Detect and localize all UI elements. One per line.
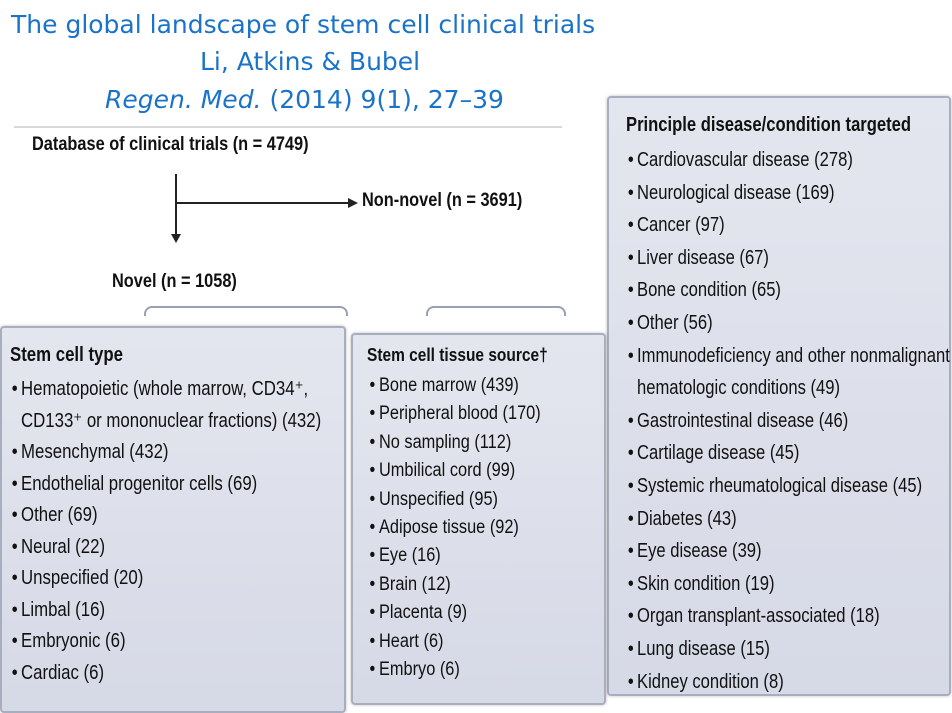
list-item: Liver disease (67): [628, 242, 950, 275]
arrow-right-icon: [348, 198, 358, 208]
list-item: Other (69): [12, 500, 321, 532]
list-item: Embryo (6): [370, 656, 541, 685]
list-item: Bone condition (65): [628, 274, 950, 307]
list-item: No sampling (112): [370, 429, 541, 458]
list-item: Peripheral blood (170): [370, 400, 541, 429]
stem-cell-type-list: Hematopoietic (whole marrow, CD34⁺, CD13…: [12, 374, 378, 690]
list-item: Cardiovascular disease (278): [628, 144, 950, 177]
citation-details: (2014) 9(1), 27–39: [261, 85, 504, 114]
disease-list: Cardiovascular disease (278) Neurologica…: [628, 144, 952, 699]
citation: Regen. Med. (2014) 9(1), 27–39: [105, 83, 504, 117]
panel-heading: Stem cell tissue source†: [367, 345, 548, 365]
list-item: Adipose tissue (92): [370, 514, 541, 543]
non-novel-node: Non-novel (n = 3691): [362, 190, 523, 211]
list-item: Bone marrow (439): [370, 372, 541, 401]
list-item: Mesenchymal (432): [12, 437, 321, 469]
list-item: Gastrointestinal disease (46): [628, 405, 950, 438]
list-item-continuation: hematologic conditions (49): [637, 377, 841, 400]
tissue-source-panel: Stem cell tissue source† Bone marrow (43…: [351, 333, 606, 705]
list-item: Organ transplant-associated (18): [628, 600, 950, 633]
novel-node: Novel (n = 1058): [112, 271, 237, 292]
list-item: Lung disease (15): [628, 633, 950, 666]
list-item: Skin condition (19): [628, 568, 950, 601]
flow-connector-vertical: [175, 174, 177, 236]
arrow-down-icon: [171, 234, 181, 243]
authors: Li, Atkins & Bubel: [200, 47, 421, 76]
disease-panel: Principle disease/condition targeted Car…: [607, 96, 952, 699]
list-item: Heart (6): [370, 628, 541, 657]
list-item: Hematopoietic (whole marrow, CD34⁺,: [12, 374, 321, 406]
list-item: Neurological disease (169): [628, 177, 950, 210]
list-item: Placenta (9): [370, 599, 541, 628]
journal-name: Regen. Med.: [105, 85, 262, 114]
flow-branch-right: [426, 306, 566, 316]
list-item: Neural (22): [12, 532, 321, 564]
list-item-continuation: CD133⁺ or mononuclear fractions) (432): [21, 409, 322, 432]
list-item: Unspecified (20): [12, 563, 321, 595]
list-item: Other (56): [628, 307, 950, 340]
list-item: Cardiac (6): [12, 658, 321, 690]
tissue-source-list: Bone marrow (439) Peripheral blood (170)…: [370, 372, 567, 685]
list-item: Endothelial progenitor cells (69): [12, 469, 321, 501]
list-item: Eye disease (39): [628, 535, 950, 568]
panel-heading: Principle disease/condition targeted: [626, 114, 912, 136]
database-node: Database of clinical trials (n = 4749): [32, 134, 309, 155]
list-item: Cartilage disease (45): [628, 437, 950, 470]
list-item: Cancer (97): [628, 209, 950, 242]
list-item: Eye (16): [370, 542, 541, 571]
list-item: Limbal (16): [12, 595, 321, 627]
list-item: Diabetes (43): [628, 503, 950, 536]
stem-cell-type-panel: Stem cell type Hematopoietic (whole marr…: [0, 326, 346, 713]
list-item: Umbilical cord (99): [370, 457, 541, 486]
panel-heading: Stem cell type: [10, 344, 123, 366]
flow-branch-left: [144, 306, 348, 316]
flow-connector-horizontal: [176, 202, 350, 204]
list-item: Kidney condition (8): [628, 666, 950, 699]
list-item: Systemic rheumatological disease (45): [628, 470, 950, 503]
list-item: Immunodeficiency and other nonmalignant: [628, 340, 950, 373]
list-item: Embryonic (6): [12, 626, 321, 658]
divider: [14, 126, 562, 128]
trial-flowchart: Database of clinical trials (n = 4749) N…: [14, 126, 566, 316]
slide-title: The global landscape of stem cell clinic…: [11, 10, 596, 39]
list-item: Brain (12): [370, 571, 541, 600]
list-item: Unspecified (95): [370, 486, 541, 515]
